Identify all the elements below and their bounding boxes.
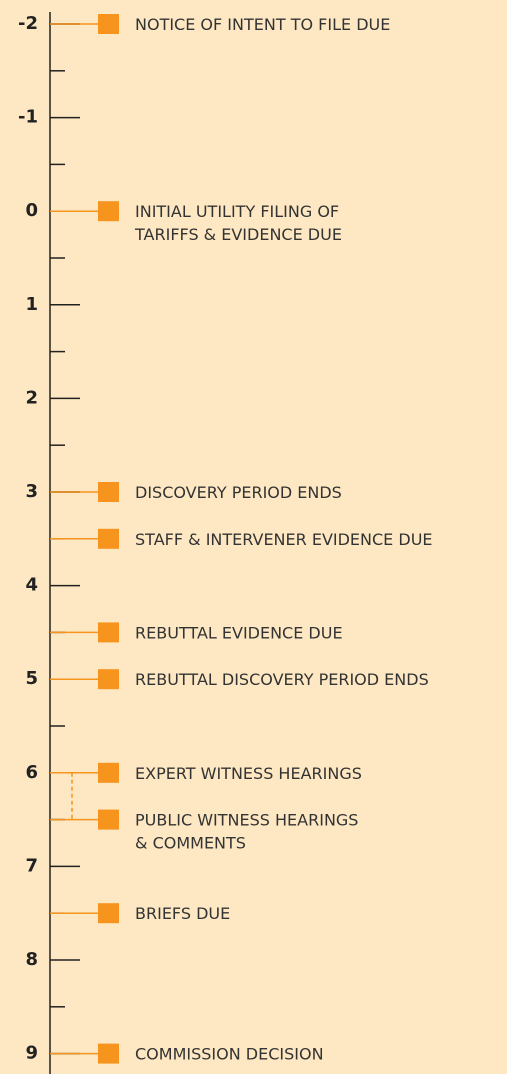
tick-label: 2 xyxy=(25,387,38,408)
event-marker xyxy=(98,528,119,549)
event-label: BRIEFS DUE xyxy=(135,904,230,923)
event-marker xyxy=(98,14,119,34)
event-label: STAFF & INTERVENER EVIDENCE DUE xyxy=(135,530,433,549)
event-label: REBUTTAL EVIDENCE DUE xyxy=(135,623,343,642)
event-label: COMMISSION DECISION xyxy=(135,1045,324,1064)
event-marker xyxy=(98,809,119,830)
tick-label: 5 xyxy=(25,668,38,689)
event-marker xyxy=(98,903,119,924)
tick-label: 6 xyxy=(25,762,38,783)
tick-label: 9 xyxy=(25,1043,38,1064)
tick-label: -2 xyxy=(18,13,38,34)
tick-label: 1 xyxy=(25,294,38,315)
event-label: REBUTTAL DISCOVERY PERIOD ENDS xyxy=(135,670,429,689)
tick-label: 7 xyxy=(25,855,38,876)
event-label: INITIAL UTILITY FILING OF xyxy=(135,202,339,221)
tick-label: 4 xyxy=(25,575,38,596)
tick-label: -1 xyxy=(18,107,38,128)
event-marker xyxy=(98,622,119,643)
event-label: DISCOVERY PERIOD ENDS xyxy=(135,483,342,502)
event-marker xyxy=(98,482,119,502)
tick-label: 0 xyxy=(25,200,38,221)
tick-label: 8 xyxy=(25,949,38,970)
event-label: NOTICE OF INTENT TO FILE DUE xyxy=(135,15,390,34)
event-label: TARIFFS & EVIDENCE DUE xyxy=(134,225,342,244)
event-marker xyxy=(98,1043,119,1064)
event-label: EXPERT WITNESS HEARINGS xyxy=(135,764,362,783)
tick-label: 3 xyxy=(25,481,38,502)
event-label: PUBLIC WITNESS HEARINGS xyxy=(135,811,358,830)
event-marker xyxy=(98,669,119,690)
event-marker xyxy=(98,762,119,783)
event-marker xyxy=(98,201,119,222)
event-label: & COMMENTS xyxy=(135,834,246,853)
